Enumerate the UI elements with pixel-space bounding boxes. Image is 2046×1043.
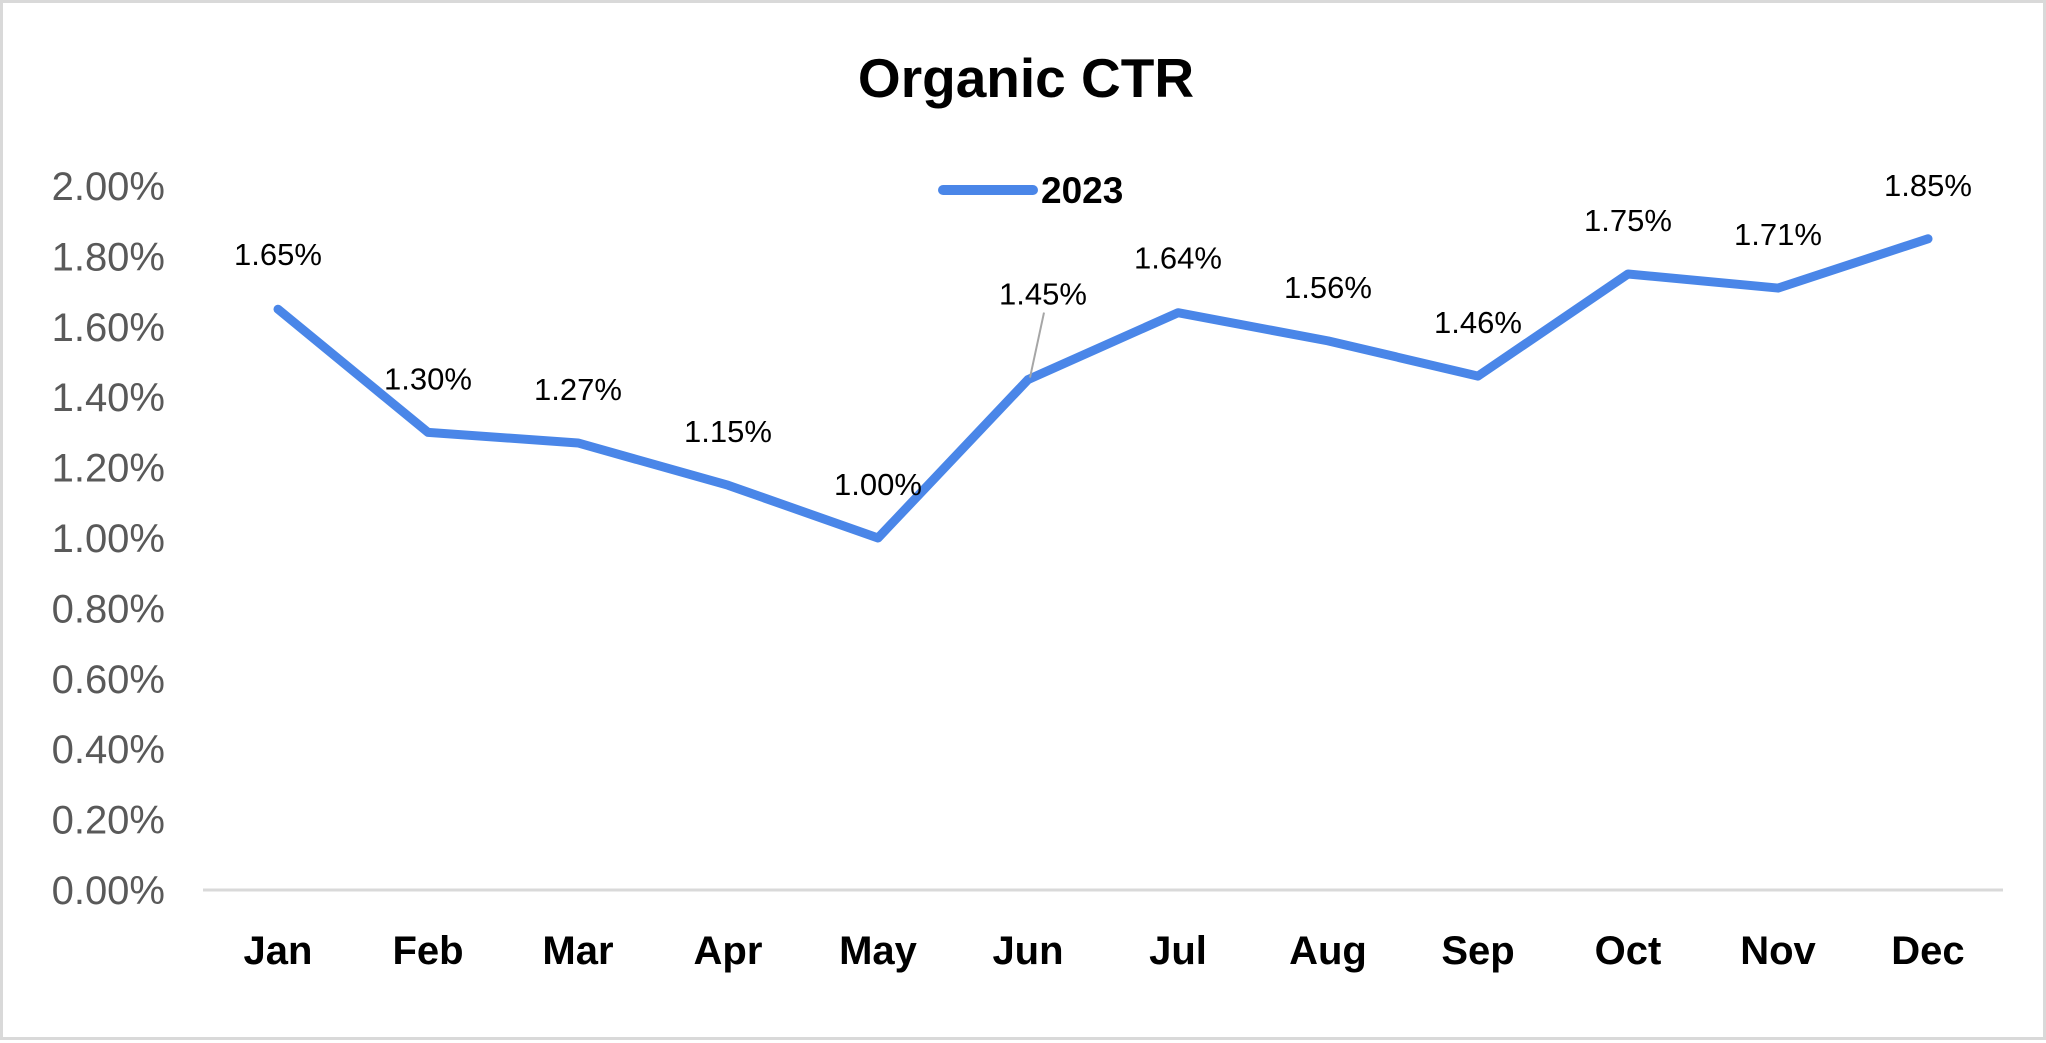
data-label: 1.85%	[1884, 168, 1972, 203]
y-tick-label: 0.80%	[52, 587, 165, 631]
data-label: 1.71%	[1734, 217, 1822, 252]
y-tick-label: 2.00%	[52, 165, 165, 209]
data-label: 1.46%	[1434, 305, 1522, 340]
data-label: 1.75%	[1584, 203, 1672, 238]
y-tick-label: 0.40%	[52, 728, 165, 772]
x-tick-label: Jul	[1149, 929, 1207, 973]
y-tick-label: 1.20%	[52, 447, 165, 491]
series-group	[273, 234, 1933, 543]
x-tick-label: Dec	[1891, 929, 1964, 973]
y-tick-label: 1.40%	[52, 376, 165, 420]
y-tick-label: 1.60%	[52, 306, 165, 350]
legend-label: 2023	[1041, 170, 1123, 211]
x-tick-label: Jun	[992, 929, 1063, 973]
y-tick-label: 0.20%	[52, 799, 165, 843]
data-label: 1.64%	[1134, 241, 1222, 276]
x-tick-label: May	[839, 929, 918, 973]
data-label: 1.00%	[834, 467, 922, 502]
y-tick-label: 0.00%	[52, 869, 165, 913]
x-tick-label: Sep	[1441, 929, 1514, 973]
x-tick-label: Feb	[392, 929, 463, 973]
y-tick-label: 0.60%	[52, 658, 165, 702]
x-tick-label: Aug	[1289, 929, 1367, 973]
legend: 2023	[938, 170, 1123, 211]
x-tick-label: Jan	[244, 929, 313, 973]
y-tick-label: 1.80%	[52, 235, 165, 279]
data-label: 1.27%	[534, 372, 622, 407]
data-label: 1.45%	[999, 277, 1087, 312]
x-tick-label: Apr	[694, 929, 763, 973]
chart-title: Organic CTR	[858, 47, 1194, 109]
x-axis: Jan Feb Mar Apr May Jun Jul Aug Sep Oct Nov Dec	[244, 929, 1965, 973]
data-label: 1.56%	[1284, 270, 1372, 305]
y-tick-label: 1.00%	[52, 517, 165, 561]
x-tick-label: Nov	[1740, 929, 1816, 973]
x-tick-label: Oct	[1595, 929, 1662, 973]
series-line-2023	[273, 234, 1933, 543]
data-label: 1.65%	[234, 237, 322, 272]
x-tick-label: Mar	[542, 929, 613, 973]
data-labels: 1.65% 1.30% 1.27% 1.15% 1.00% 1.45% 1.64% 1.56%…	[234, 168, 1972, 502]
data-label: 1.15%	[684, 414, 772, 449]
y-axis: 0.00% 0.20% 0.40% 0.60% 0.80% 1.00% 1.20% 1.40%…	[52, 165, 165, 913]
line-chart: Organic CTR 0.00% 0.20% 0.40% 0.60% 0.80% 1.0…	[52, 47, 2003, 973]
data-label: 1.30%	[384, 361, 472, 396]
leader-line	[1029, 312, 1045, 378]
